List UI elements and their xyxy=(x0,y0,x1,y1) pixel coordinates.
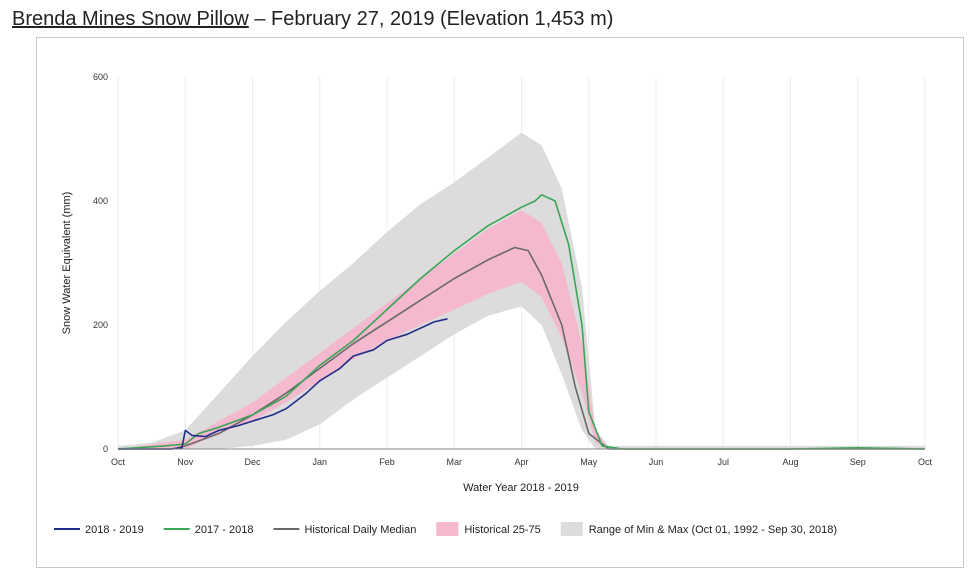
legend-item-2017-2018: 2017 - 2018 xyxy=(163,524,254,536)
x-tick-11: Sep xyxy=(850,457,866,467)
band-layers xyxy=(118,132,925,450)
legend-label: Range of Min & Max (Oct 01, 1992 - Sep 3… xyxy=(589,524,837,536)
title-date-elevation: – February 27, 2019 (Elevation 1,453 m) xyxy=(248,8,614,30)
y-tick-labels: 0 200 400 600 xyxy=(93,72,108,454)
legend-item-historical-daily-median: Historical Daily Median xyxy=(273,524,416,536)
x-tick-9: Jul xyxy=(717,457,729,467)
y-tick-0: 0 xyxy=(103,444,108,454)
y-axis-label: Snow Water Equivalent (mm) xyxy=(61,192,73,335)
legend-item-historical-25-75: Historical 25-75 xyxy=(436,522,541,536)
band-historical-25-75 xyxy=(118,210,925,449)
station-name-link[interactable]: Brenda Mines Snow Pillow xyxy=(12,8,249,30)
legend-label: 2018 - 2019 xyxy=(85,524,144,536)
legend-item-range-of-min-max-oct-01-1992-sep-30-2018: Range of Min & Max (Oct 01, 1992 - Sep 3… xyxy=(560,522,837,536)
y-tick-400: 400 xyxy=(93,196,108,206)
legend-item-2018-2019: 2018 - 2019 xyxy=(54,524,144,536)
legend: 2018 - 2019 2017 - 2018 Historical Daily M… xyxy=(54,522,837,536)
chart-frame xyxy=(36,37,964,568)
x-axis-label: Water Year 2018 - 2019 xyxy=(463,482,579,494)
legend-label: 2017 - 2018 xyxy=(195,524,254,536)
legend-swatch xyxy=(560,522,583,536)
legend-label: Historical 25-75 xyxy=(464,524,540,536)
x-tick-10: Aug xyxy=(782,457,798,467)
x-tick-7: May xyxy=(580,457,598,467)
chart-title: Brenda Mines Snow Pillow – February 27, … xyxy=(12,8,613,31)
x-tick-6: Apr xyxy=(514,457,528,467)
series-line-2018-2019 xyxy=(118,318,448,450)
x-tick-8: Jun xyxy=(649,457,664,467)
x-tick-labels: Oct Nov Dec Jan Feb Mar Apr May Jun Jul Aug Sep Oct xyxy=(111,457,933,467)
y-tick-600: 600 xyxy=(93,72,108,82)
x-tick-2: Dec xyxy=(244,457,261,467)
x-tick-3: Jan xyxy=(312,457,327,467)
x-tick-5: Mar xyxy=(447,457,463,467)
x-tick-12: Oct xyxy=(918,457,933,467)
x-tick-4: Feb xyxy=(379,457,395,467)
x-tick-0: Oct xyxy=(111,457,126,467)
y-tick-200: 200 xyxy=(93,320,108,330)
x-tick-1: Nov xyxy=(177,457,194,467)
legend-label: Historical Daily Median xyxy=(304,524,416,536)
legend-swatch xyxy=(436,522,459,536)
